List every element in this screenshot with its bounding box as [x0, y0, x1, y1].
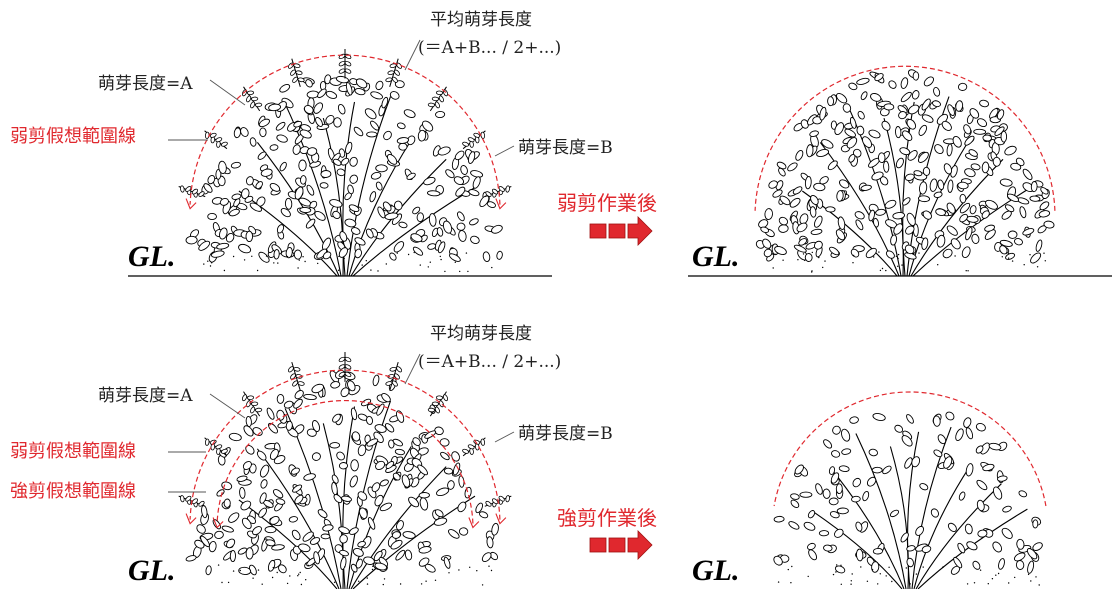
top-average-length-label: 平均萌芽長度 — [430, 10, 532, 30]
bottom-leader-avg — [404, 353, 421, 385]
bottom-after-heavy-pruning-label: 強剪作業後 — [557, 506, 657, 530]
bottom-light-pruning-line-label: 弱剪假想範圍線 — [10, 441, 136, 462]
bottom-heavy-pruning-boundary — [216, 399, 474, 524]
top-light-pruning-line-label: 弱剪假想範圍線 — [10, 126, 136, 147]
top-tree-after — [755, 69, 1055, 277]
bottom-process-arrow — [589, 530, 653, 560]
top-after-light-pruning-label: 弱剪作業後 — [557, 191, 657, 215]
bottom-average-length-formula: (＝A+B... / 2+...) — [418, 352, 562, 372]
bottom-tree-before — [178, 352, 512, 589]
top-process-arrow — [589, 216, 653, 246]
top-leader-b — [494, 145, 515, 157]
bottom-ground-level-right: GL. — [692, 554, 740, 587]
bottom-heavy-pruning-line-label: 強剪假想範圍線 — [10, 481, 136, 502]
bottom-ground-level-left: GL. — [128, 554, 176, 587]
top-light-pruning-boundary — [189, 54, 501, 205]
top-average-length-formula: (＝A+B... / 2+...) — [418, 38, 562, 58]
top-leader-avg — [404, 39, 421, 71]
top-tree-before — [178, 49, 512, 277]
bottom-tree-after — [773, 411, 1043, 589]
bottom-light-pruning-boundary — [189, 369, 501, 520]
bottom-sprout-length-a-label: 萌芽長度=A — [98, 386, 193, 406]
bottom-leader-a — [209, 393, 246, 419]
top-sprout-length-b-label: 萌芽長度=B — [518, 138, 613, 158]
bottom-average-length-label: 平均萌芽長度 — [430, 324, 532, 344]
top-leader-a — [209, 79, 246, 106]
bottom-leader-b — [494, 431, 515, 443]
bottom-after-boundary — [773, 391, 1047, 507]
bottom-sprout-length-b-label: 萌芽長度=B — [518, 424, 613, 444]
top-ground-level-left: GL. — [128, 240, 176, 273]
top-ground-level-right: GL. — [692, 240, 740, 273]
top-sprout-length-a-label: 萌芽長度=A — [98, 74, 193, 94]
